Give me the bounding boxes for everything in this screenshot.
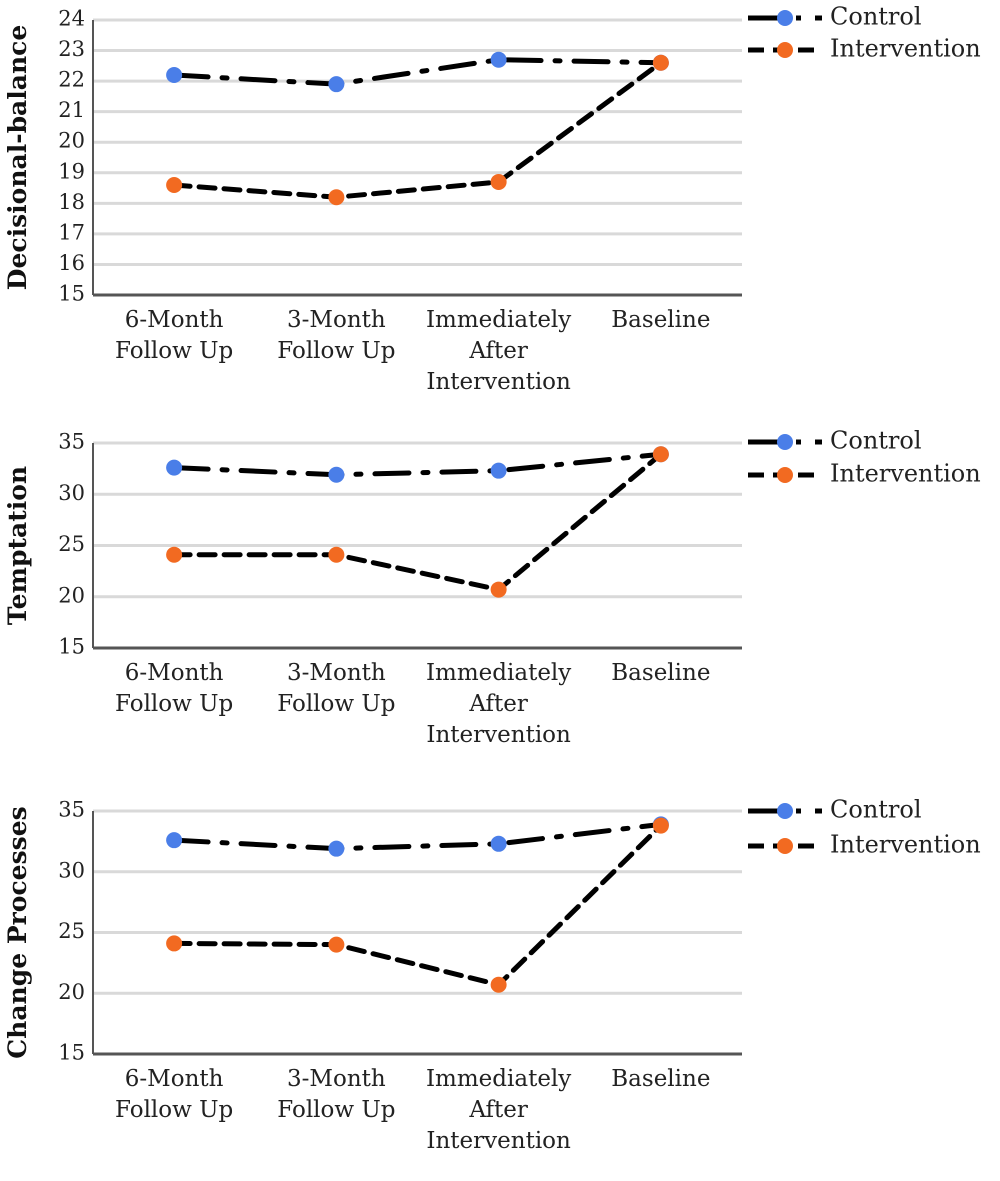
legend-label: Intervention bbox=[830, 35, 981, 63]
chart: 15 16 17 18 19 20 21 22 23 24 Decisional-balance 6-… bbox=[3, 3, 981, 396]
point bbox=[328, 546, 345, 563]
legend-label: Control bbox=[830, 3, 922, 31]
y-tick-label: 25 bbox=[58, 919, 85, 943]
y-tick-label: 20 bbox=[58, 129, 85, 153]
point bbox=[490, 173, 507, 190]
point bbox=[328, 76, 345, 93]
y-axis-label: Decisional-balance bbox=[3, 25, 32, 290]
x-tick-label-box: 3-Month Follow Up bbox=[277, 660, 396, 717]
series-line bbox=[171, 57, 664, 87]
point bbox=[652, 54, 669, 71]
legend-marker bbox=[777, 434, 793, 450]
x-tick-label-box: Baseline bbox=[611, 307, 711, 333]
legend-marker bbox=[777, 42, 793, 58]
x-tick-label: 3-Month Follow Up bbox=[277, 1066, 396, 1123]
y-tick-label: 16 bbox=[58, 251, 85, 275]
y-tick-label: 15 bbox=[58, 635, 85, 659]
x-tick-label: 6-Month Follow Up bbox=[115, 660, 234, 717]
point bbox=[166, 546, 183, 563]
legend-marker bbox=[777, 467, 793, 483]
series-line bbox=[171, 821, 664, 852]
chart: 15 20 25 30 35 Change Processes 6-Month Follow… bbox=[3, 796, 981, 1155]
y-tick-label: 20 bbox=[58, 583, 85, 607]
legend-marker bbox=[777, 10, 793, 26]
x-tick-label: 3-Month Follow Up bbox=[277, 307, 396, 364]
chart: 15 20 25 30 35 Temptation 6-Month Follow Up 3-M… bbox=[3, 427, 981, 749]
y-tick-label: 23 bbox=[58, 37, 85, 61]
y-tick-label: 21 bbox=[58, 98, 85, 122]
point bbox=[328, 840, 345, 857]
point bbox=[652, 446, 669, 463]
series-line bbox=[171, 451, 664, 478]
x-tick-label: Immediately After Intervention bbox=[425, 1066, 572, 1154]
y-axis-label: Change Processes bbox=[3, 806, 32, 1058]
point bbox=[328, 466, 345, 483]
x-tick-label: Immediately After Intervention bbox=[425, 660, 572, 748]
series-line bbox=[171, 823, 664, 988]
y-tick-label: 30 bbox=[58, 858, 85, 882]
x-tick-label-box: Baseline bbox=[611, 1066, 711, 1092]
x-tick-label-box: Baseline bbox=[611, 660, 711, 686]
point bbox=[166, 459, 183, 476]
point bbox=[490, 976, 507, 993]
point bbox=[166, 67, 183, 83]
point bbox=[490, 51, 507, 68]
point bbox=[490, 581, 507, 598]
legend-label: Intervention bbox=[830, 831, 981, 859]
series-line bbox=[171, 451, 664, 593]
x-tick-label-box: 3-Month Follow Up bbox=[277, 1066, 396, 1123]
x-tick-label: Baseline bbox=[611, 1066, 711, 1092]
point bbox=[328, 936, 345, 953]
y-tick-label: 20 bbox=[58, 980, 85, 1004]
point bbox=[490, 835, 507, 852]
y-tick-label: 30 bbox=[58, 481, 85, 505]
y-tick-label: 17 bbox=[58, 220, 85, 244]
y-tick-label: 19 bbox=[58, 159, 85, 183]
x-tick-label: Baseline bbox=[611, 307, 711, 333]
y-tick-label: 18 bbox=[58, 190, 85, 214]
point bbox=[166, 832, 183, 849]
y-tick-label: 24 bbox=[58, 7, 85, 31]
legend-label: Intervention bbox=[830, 460, 981, 488]
point bbox=[328, 189, 345, 206]
x-tick-label-box: Immediately After Intervention bbox=[425, 660, 572, 748]
legend-label: Control bbox=[830, 427, 922, 455]
y-tick-label: 15 bbox=[58, 282, 85, 306]
x-tick-label-box: 6-Month Follow Up bbox=[115, 660, 234, 717]
x-tick-label-box: 3-Month Follow Up bbox=[277, 307, 396, 364]
legend-label: Control bbox=[830, 796, 922, 824]
x-tick-label-box: Immediately After Intervention bbox=[425, 307, 572, 395]
point bbox=[166, 177, 183, 193]
x-tick-label: 6-Month Follow Up bbox=[115, 307, 234, 364]
point bbox=[652, 817, 669, 834]
y-tick-label: 35 bbox=[58, 798, 85, 822]
y-axis-label: Temptation bbox=[3, 466, 32, 625]
x-tick-label-box: 6-Month Follow Up bbox=[115, 1066, 234, 1123]
y-tick-label: 15 bbox=[58, 1041, 85, 1065]
point bbox=[490, 462, 507, 479]
series-line bbox=[171, 60, 664, 200]
point bbox=[166, 935, 183, 952]
y-tick-label: 25 bbox=[58, 532, 85, 556]
y-tick-label: 22 bbox=[58, 68, 85, 92]
legend-marker bbox=[777, 803, 793, 819]
legend-marker bbox=[777, 838, 793, 854]
x-tick-label: Immediately After Intervention bbox=[425, 307, 572, 395]
x-tick-label: Baseline bbox=[611, 660, 711, 686]
y-tick-label: 35 bbox=[58, 430, 85, 454]
x-tick-label-box: 6-Month Follow Up bbox=[115, 307, 234, 364]
x-tick-label: 6-Month Follow Up bbox=[115, 1066, 234, 1123]
x-tick-label: 3-Month Follow Up bbox=[277, 660, 396, 717]
x-tick-label-box: Immediately After Intervention bbox=[425, 1066, 572, 1154]
